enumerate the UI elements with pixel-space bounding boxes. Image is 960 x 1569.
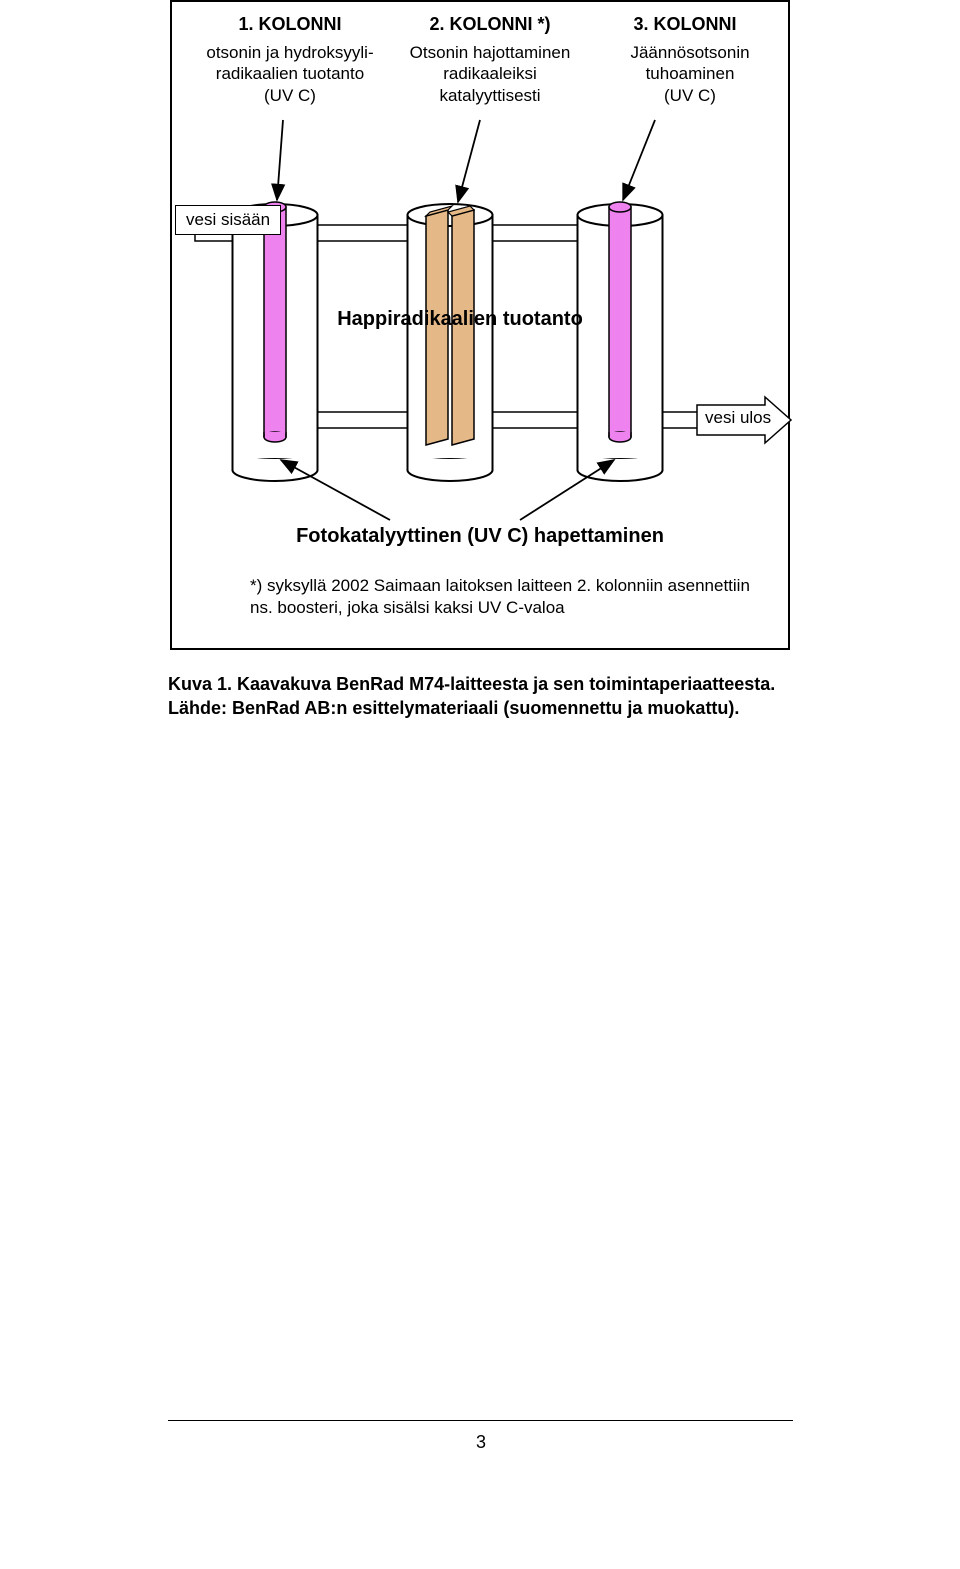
caption-bold: Kuva 1. Kaavakuva BenRad M74-laitteesta … [168,674,775,718]
page-number: 3 [476,1432,486,1453]
figure-caption: Kuva 1. Kaavakuva BenRad M74-laitteesta … [168,672,793,721]
vesi-ulos-label: vesi ulos [705,408,771,428]
footer-rule [168,1420,793,1421]
footnote: *) syksyllä 2002 Saimaan laitoksen laitt… [250,575,760,619]
mid-label: Happiradikaalien tuotanto [260,308,660,331]
vesi-sisaan-label: vesi sisään [175,205,281,235]
bottom-label: Fotokatalyyttinen (UV C) hapettaminen [255,525,705,548]
